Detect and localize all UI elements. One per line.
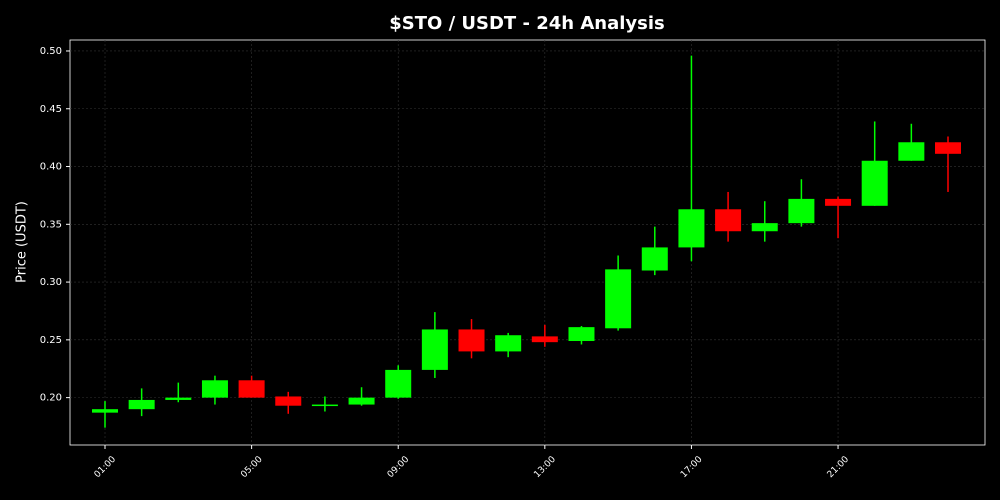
plot-frame xyxy=(69,39,986,446)
candle-body xyxy=(311,404,338,407)
candle-body xyxy=(788,198,815,224)
candle-body xyxy=(421,329,448,370)
candle-body xyxy=(275,396,302,406)
candle-body xyxy=(751,223,778,232)
y-axis-label: Price (USDT) xyxy=(15,201,30,283)
y-tick-label: 0.40 xyxy=(40,162,62,173)
candle-body xyxy=(385,369,412,398)
y-tick-label: 0.30 xyxy=(40,277,62,288)
candle-body xyxy=(861,160,888,206)
y-tick-label: 0.35 xyxy=(40,219,62,230)
candle-body xyxy=(458,329,485,352)
candle-body xyxy=(641,247,668,271)
y-tick-label: 0.25 xyxy=(40,335,62,346)
chart-title: $STO / USDT - 24h Analysis xyxy=(389,13,665,34)
y-tick-label: 0.20 xyxy=(40,393,62,404)
y-tick-label: 0.45 xyxy=(40,104,62,115)
candle-body xyxy=(165,397,192,400)
candle-body xyxy=(678,209,705,248)
candle-body xyxy=(935,142,961,154)
candle-body xyxy=(495,335,522,352)
candle-body xyxy=(715,209,742,232)
candle-body xyxy=(201,380,228,398)
candle-body xyxy=(898,142,925,161)
candle-body xyxy=(605,269,632,329)
y-tick-label: 0.50 xyxy=(40,46,62,57)
candle-body xyxy=(92,409,118,413)
candle-body xyxy=(825,198,852,206)
candle-body xyxy=(348,397,375,405)
candle-body xyxy=(531,336,558,343)
candle-body xyxy=(238,380,265,398)
candle-body xyxy=(128,399,155,410)
candle-body xyxy=(568,327,595,342)
